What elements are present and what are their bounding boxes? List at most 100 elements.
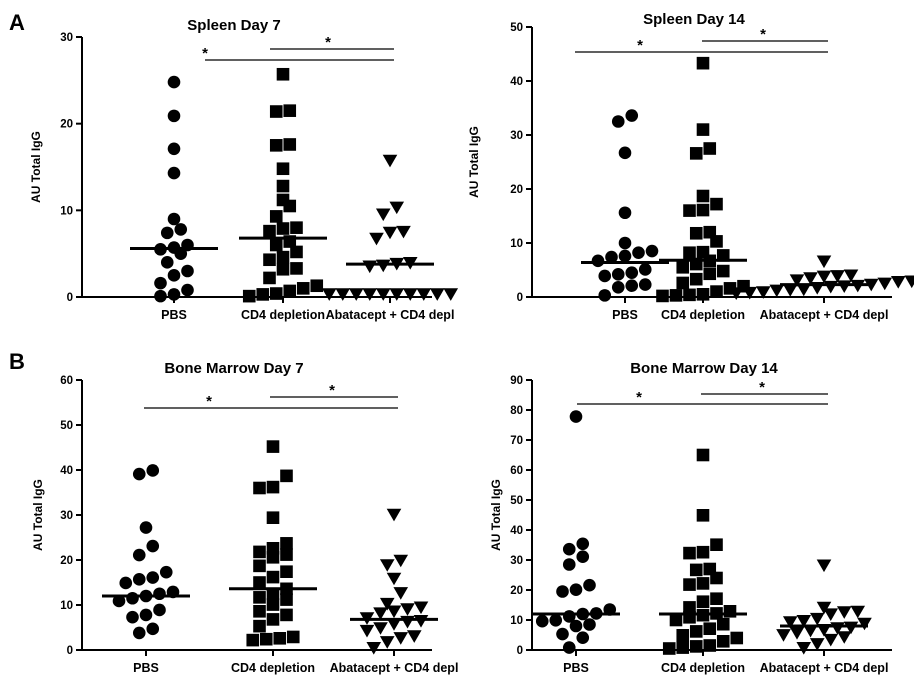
data-point-square (710, 197, 723, 211)
data-point-triangle (416, 288, 432, 301)
data-point-triangle (782, 616, 798, 629)
data-point-circle (119, 576, 133, 590)
significance-label: * (760, 26, 766, 43)
data-point-triangle (379, 636, 395, 649)
data-point-triangle (386, 508, 402, 522)
data-point-circle (126, 610, 139, 624)
data-point-circle (146, 464, 160, 477)
data-point-square (266, 440, 280, 453)
y-tick-label: 90 (510, 375, 523, 387)
y-tick-label: 60 (60, 375, 73, 387)
data-point-square (273, 632, 287, 645)
data-point-square (703, 225, 717, 239)
data-point-triangle (406, 630, 422, 643)
data-point-square (276, 162, 290, 176)
data-point-circle (139, 608, 153, 622)
significance-label: * (759, 379, 765, 396)
chart-title: Spleen Day 14 (643, 11, 745, 28)
data-point-square (710, 538, 723, 551)
data-point-circle (645, 244, 659, 258)
data-point-square (253, 605, 266, 618)
data-point-square (269, 238, 283, 252)
data-point-circle (576, 537, 590, 551)
y-tick-label: 10 (510, 615, 523, 627)
data-point-circle (166, 585, 180, 599)
data-point-square (263, 271, 276, 285)
data-point-square (242, 289, 256, 303)
data-point-square (266, 551, 280, 564)
data-point-triangle (386, 572, 402, 586)
data-point-square (280, 608, 293, 622)
y-tick-label: 30 (510, 130, 523, 142)
data-point-circle (167, 212, 181, 226)
data-point-square (689, 640, 703, 653)
data-point-square (276, 179, 290, 193)
data-point-square (710, 607, 723, 620)
data-point-square (683, 288, 696, 302)
data-point-square (689, 147, 703, 160)
data-point-square (696, 245, 710, 259)
data-point-square (269, 105, 283, 118)
data-point-triangle (769, 284, 785, 298)
data-point-square (723, 605, 737, 618)
data-point-triangle (863, 278, 879, 292)
data-point-square (280, 582, 293, 596)
significance-label: * (202, 45, 208, 62)
data-point-square (683, 204, 696, 217)
data-point-triangle (836, 606, 852, 619)
data-point-square (283, 138, 297, 151)
data-point-circle (159, 565, 173, 579)
x-tick-label: PBS (133, 661, 159, 675)
y-tick-label: 10 (60, 600, 73, 612)
data-point-triangle (402, 288, 418, 301)
data-point-circle (132, 626, 146, 640)
data-point-circle (625, 266, 639, 280)
data-point-triangle (393, 632, 409, 645)
data-point-square (266, 613, 280, 626)
data-point-square (276, 262, 290, 276)
data-point-square (723, 282, 737, 295)
data-point-circle (126, 591, 139, 605)
data-point-circle (153, 603, 166, 617)
data-point-square (253, 559, 266, 573)
data-point-triangle (816, 624, 832, 637)
data-point-square (710, 592, 723, 605)
data-point-circle (583, 578, 596, 592)
data-point-triangle (335, 288, 351, 301)
data-point-circle (569, 410, 583, 423)
data-point-triangle (904, 275, 914, 289)
data-point-square (310, 279, 324, 293)
data-point-triangle (796, 283, 812, 297)
x-tick-label: PBS (161, 308, 187, 322)
data-point-circle (611, 115, 625, 128)
data-point-circle (632, 246, 645, 260)
data-point-circle (112, 594, 126, 608)
data-point-square (689, 226, 703, 240)
data-point-circle (638, 263, 652, 276)
data-point-square (703, 142, 717, 155)
data-point-circle (160, 226, 174, 240)
data-point-triangle (386, 618, 402, 631)
data-point-square (656, 289, 669, 303)
data-point-square (703, 622, 717, 635)
data-point-triangle (809, 281, 825, 295)
data-point-triangle (382, 154, 398, 168)
data-point-triangle (809, 612, 825, 626)
data-point-circle (167, 75, 181, 89)
data-point-square (737, 279, 750, 293)
chart-title: Bone Marrow Day 7 (164, 360, 303, 377)
y-tick-label: 40 (510, 76, 523, 88)
data-point-triangle (389, 288, 405, 301)
data-point-triangle (359, 612, 375, 625)
significance-label: * (329, 382, 335, 399)
data-point-triangle (796, 642, 812, 655)
data-point-circle (638, 278, 652, 291)
data-point-triangle (429, 288, 445, 301)
data-point-triangle (393, 587, 409, 600)
y-tick-label: 0 (67, 645, 73, 657)
data-point-square (703, 254, 717, 268)
data-point-triangle (776, 629, 791, 642)
data-point-triangle (362, 260, 378, 274)
data-point-square (283, 235, 297, 248)
